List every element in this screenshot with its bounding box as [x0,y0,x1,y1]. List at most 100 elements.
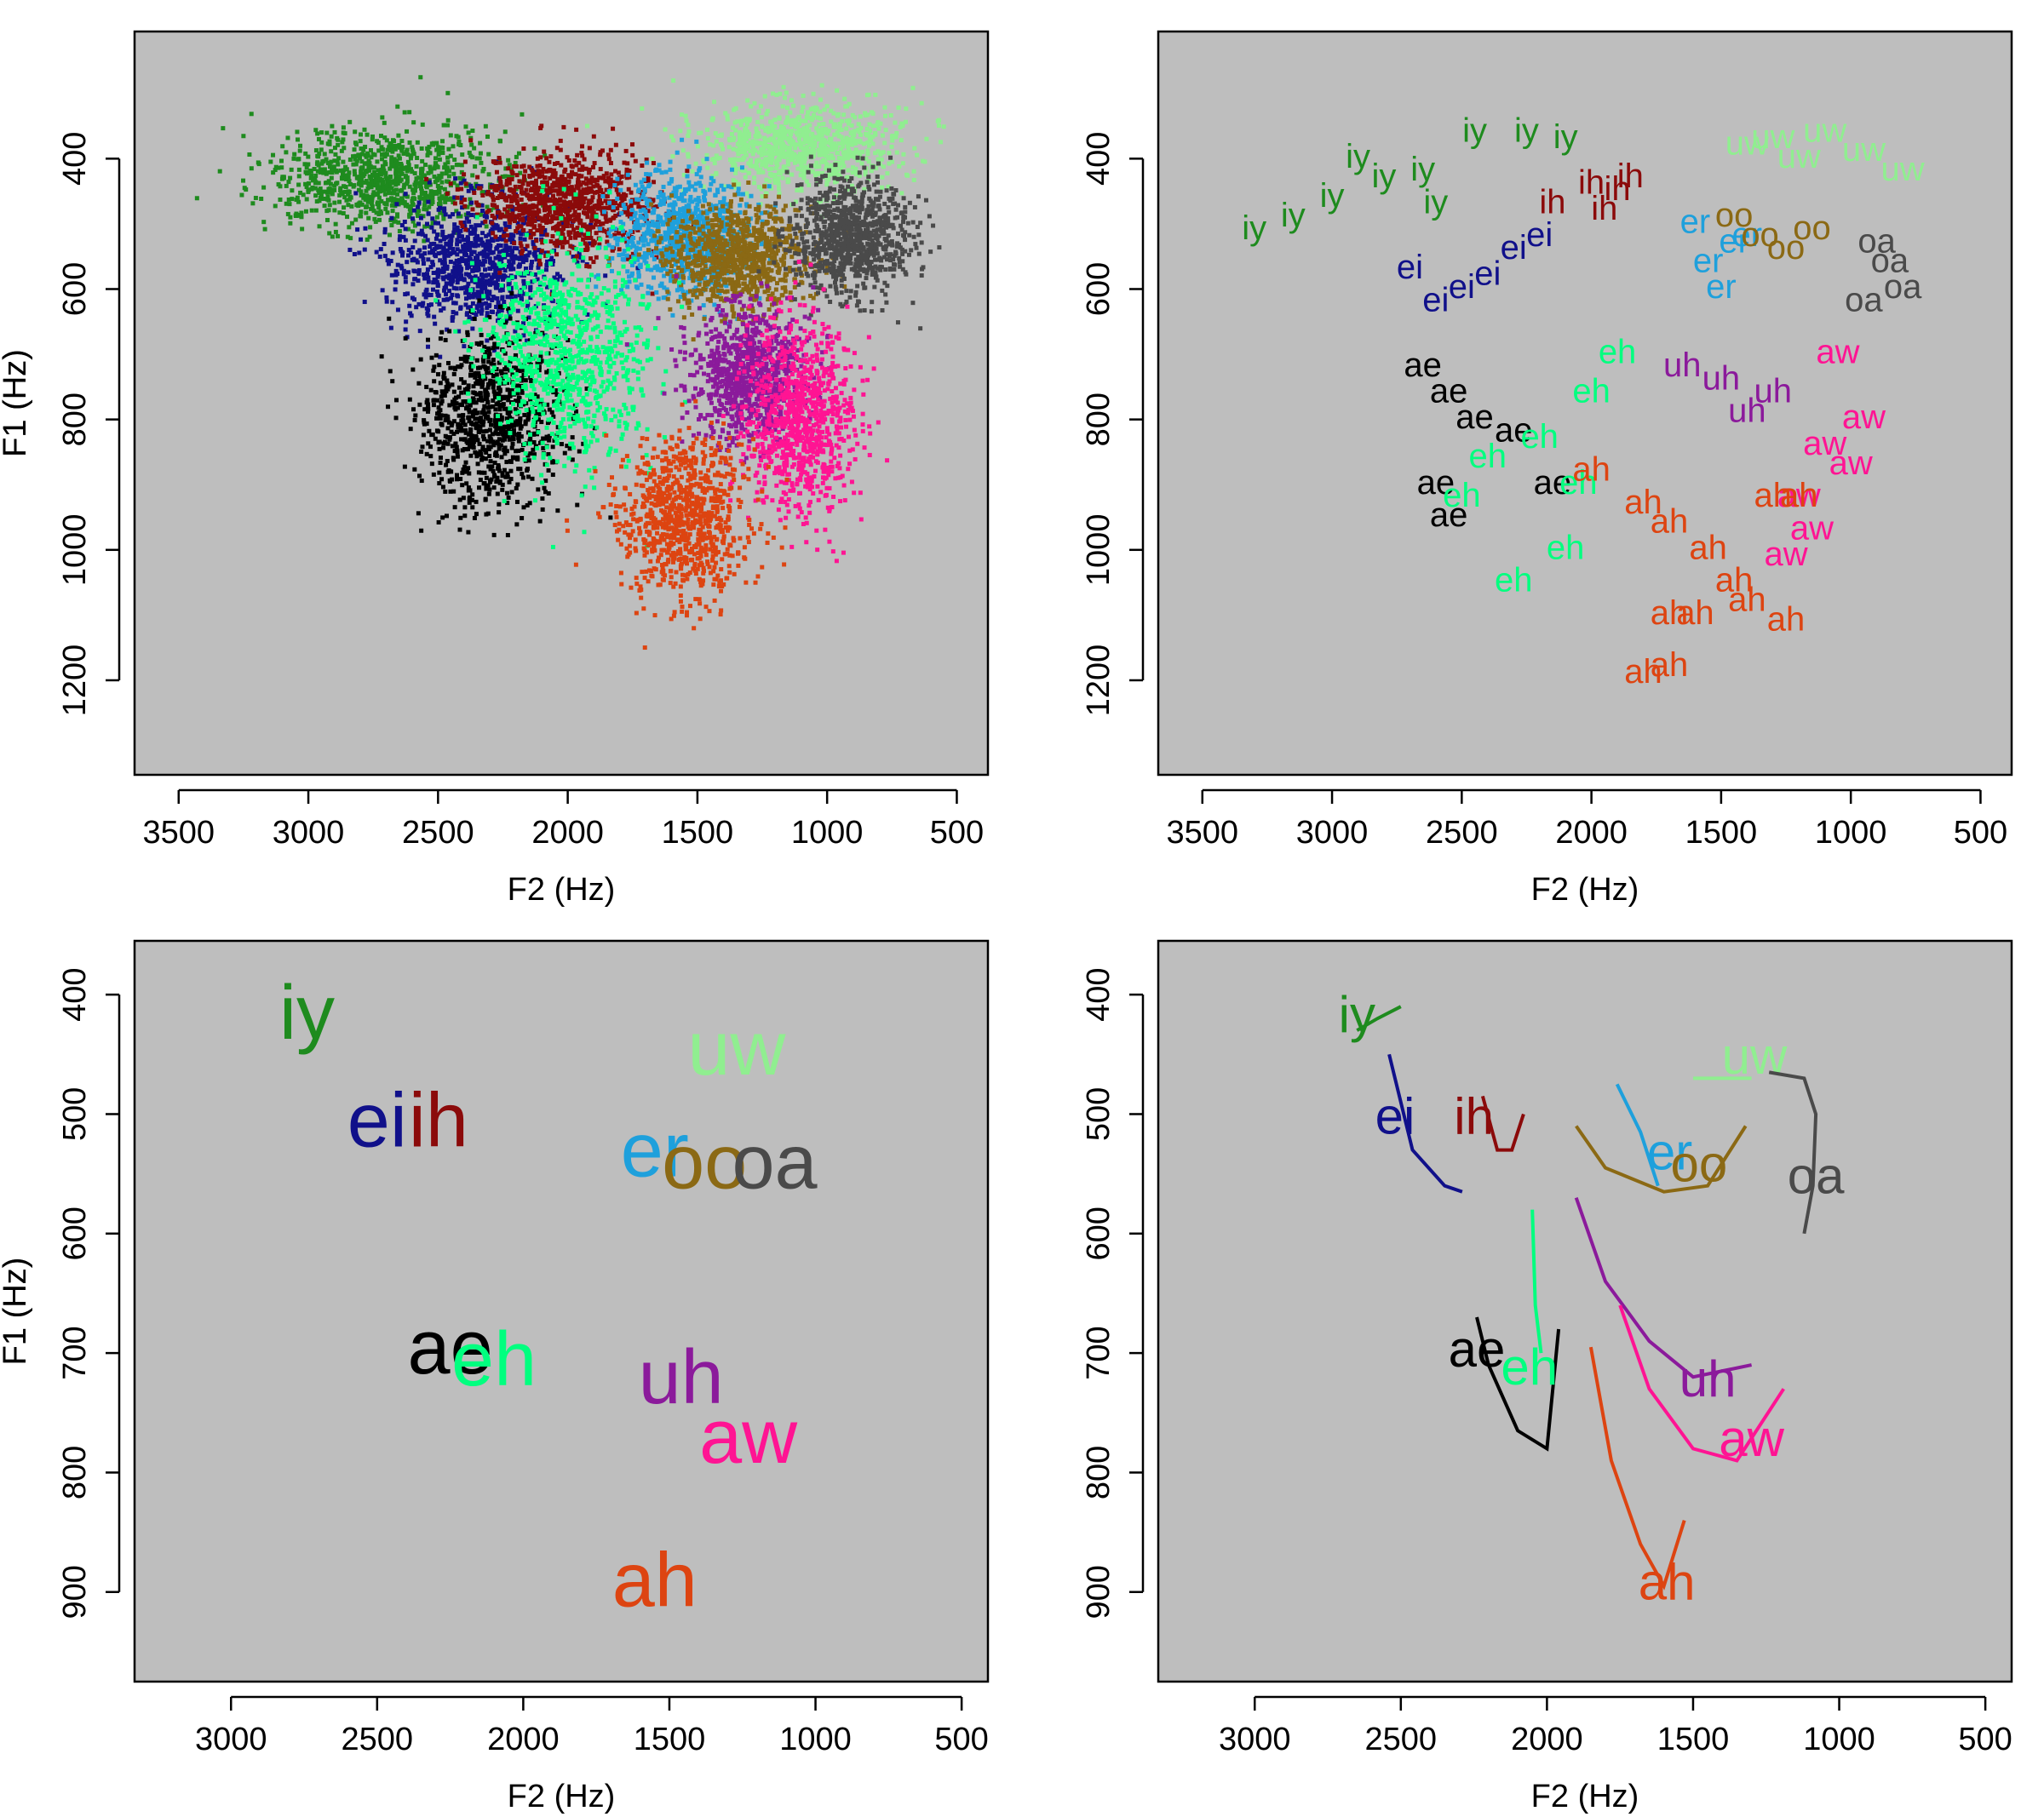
data-point [508,295,514,300]
data-point [828,140,833,146]
series-uw [585,78,946,220]
data-point [502,214,507,219]
data-point [856,122,861,127]
data-point [382,170,387,175]
data-point [608,147,613,152]
data-point [451,246,456,251]
data-point [416,278,421,284]
data-point [347,225,352,230]
data-point [430,260,435,265]
data-point [379,145,384,150]
data-point [513,219,518,224]
data-point [339,191,344,196]
data-point [632,225,637,230]
data-point [437,190,442,195]
data-point [731,146,736,152]
data-point [514,246,520,251]
data-point [866,92,871,97]
data-point [557,221,562,226]
data-point [580,144,585,149]
data-point [336,233,341,238]
data-point [470,249,475,255]
data-point [537,215,543,221]
data-point [425,292,430,297]
data-point [417,195,422,200]
data-point [669,193,675,198]
data-point [700,237,705,242]
data-point [756,185,761,190]
data-point [333,221,338,226]
data-point [444,235,449,240]
data-point [844,118,849,123]
data-point [373,179,378,184]
data-point [703,276,708,281]
data-point [791,245,796,250]
data-point [447,233,452,238]
data-point [801,169,807,174]
data-point [811,149,816,154]
data-point [627,175,632,180]
data-point [380,157,385,162]
data-point [375,159,380,164]
data-point [854,172,859,177]
data-point [646,221,651,226]
data-point [512,241,517,246]
data-point [422,292,427,297]
data-point [440,229,445,234]
data-point [399,177,404,182]
data-point [732,192,738,198]
data-point [577,218,582,223]
data-point [514,206,519,211]
data-point [519,232,524,237]
data-point [403,279,408,284]
data-point [399,196,405,201]
data-point [676,216,681,221]
data-point [337,192,342,198]
data-point [451,270,456,275]
data-point [679,235,684,240]
data-point [785,106,790,111]
data-point [657,202,663,207]
data-point [836,126,841,131]
data-point [731,178,736,183]
data-point [512,193,517,198]
data-point [747,134,752,139]
data-point [313,148,319,153]
data-point [425,267,430,272]
data-point [591,238,596,244]
data-point [383,175,388,180]
data-point [415,155,420,160]
data-point [498,192,503,197]
data-point [493,160,498,165]
data-point [681,206,686,211]
data-point [536,169,541,174]
data-point [353,142,359,147]
data-point [668,307,673,312]
data-point [701,188,706,193]
data-point [761,148,766,153]
data-point [432,229,437,234]
data-point [674,194,679,199]
data-point [483,243,488,248]
data-point [713,280,718,285]
data-point [435,164,440,169]
data-point [756,140,761,146]
data-point [692,230,698,235]
data-point [625,243,630,248]
data-point [500,249,505,254]
data-point [300,226,305,232]
data-point [541,198,546,203]
data-point [637,246,642,251]
data-point [642,235,647,240]
data-point [486,232,491,238]
data-point [729,131,734,136]
data-point [576,231,581,236]
data-point [318,167,323,172]
data-point [629,208,634,213]
data-point [697,236,702,241]
data-point [744,233,749,238]
data-point [700,224,705,229]
data-point [525,253,531,258]
data-point [241,178,246,183]
data-point [571,205,576,210]
